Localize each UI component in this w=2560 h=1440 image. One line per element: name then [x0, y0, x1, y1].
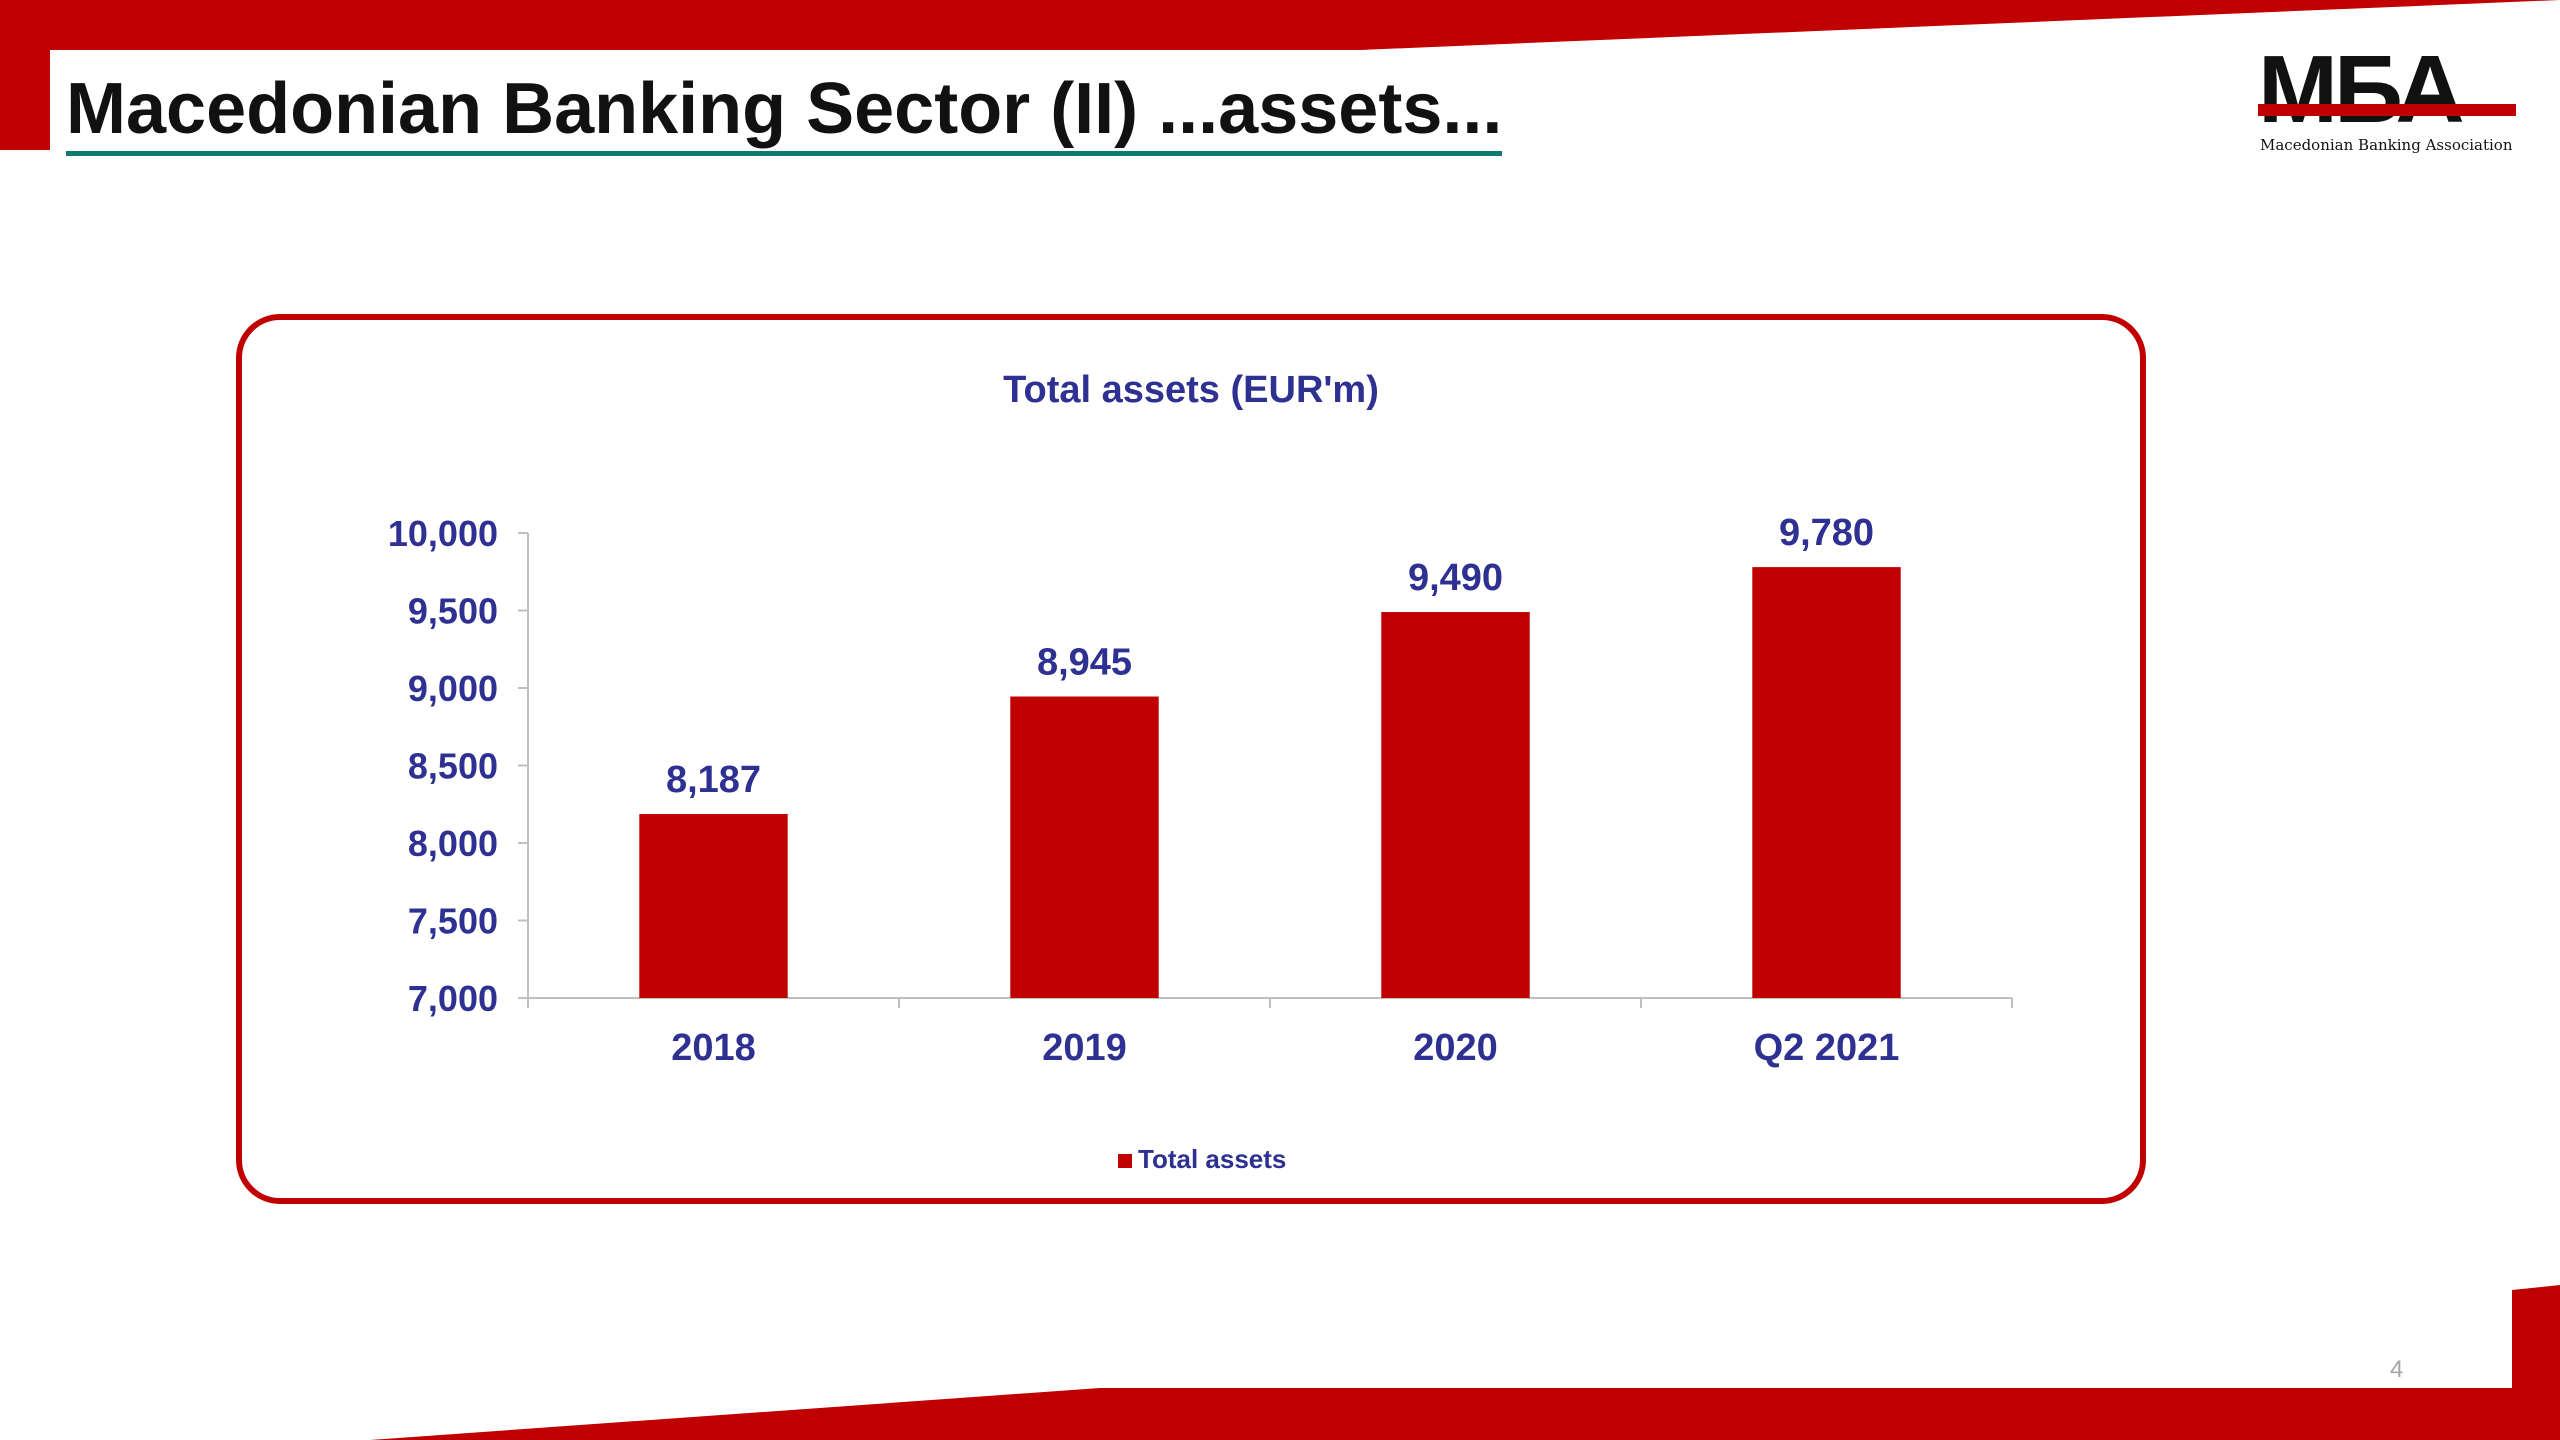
y-tick-label: 10,000 [388, 513, 498, 554]
y-tick-label: 9,500 [408, 591, 498, 632]
chart-title: Total assets (EUR'm) [1003, 369, 1379, 411]
bar-data-label: 8,945 [1037, 642, 1132, 684]
page-number: 4 [2390, 1356, 2404, 1383]
mba-logo: MБА Macedonian Banking Association [2258, 42, 2518, 162]
chart-container: Total assets (EUR'm) 7,000 7,500 8,000 8,500… [236, 314, 2146, 1204]
y-tick-label: 8,500 [408, 746, 498, 787]
top-red-band [0, 0, 2560, 150]
x-category-label: 2018 [671, 1027, 756, 1069]
y-tick-label: 7,500 [408, 901, 498, 942]
legend-label: Total assets [1138, 1144, 1286, 1174]
y-tick-label: 7,000 [408, 978, 498, 1019]
bar-data-label: 9,780 [1779, 512, 1874, 554]
bar-data-label: 9,490 [1408, 557, 1503, 599]
bar [1010, 696, 1159, 998]
legend-swatch [1118, 1154, 1132, 1168]
y-tick-label: 8,000 [408, 823, 498, 864]
x-category-label: 2019 [1042, 1027, 1127, 1069]
bar-data-label: 8,187 [666, 759, 761, 801]
bottom-red-band [370, 1285, 2560, 1440]
logo-red-bar [2258, 104, 2516, 116]
total-assets-chart: Total assets (EUR'm) 7,000 7,500 8,000 8,500… [388, 369, 2013, 1174]
x-category-label: Q2 2021 [1754, 1027, 1900, 1069]
logo-subtitle: Macedonian Banking Association [2260, 136, 2513, 154]
bar [639, 814, 788, 998]
x-category-label: 2020 [1413, 1027, 1498, 1069]
logo-mark: MБА [2258, 36, 2465, 143]
y-tick-label: 9,000 [408, 668, 498, 709]
bar [1752, 567, 1901, 998]
slide-title: Macedonian Banking Sector (II) ...assets… [66, 69, 1503, 157]
bar [1381, 612, 1530, 998]
